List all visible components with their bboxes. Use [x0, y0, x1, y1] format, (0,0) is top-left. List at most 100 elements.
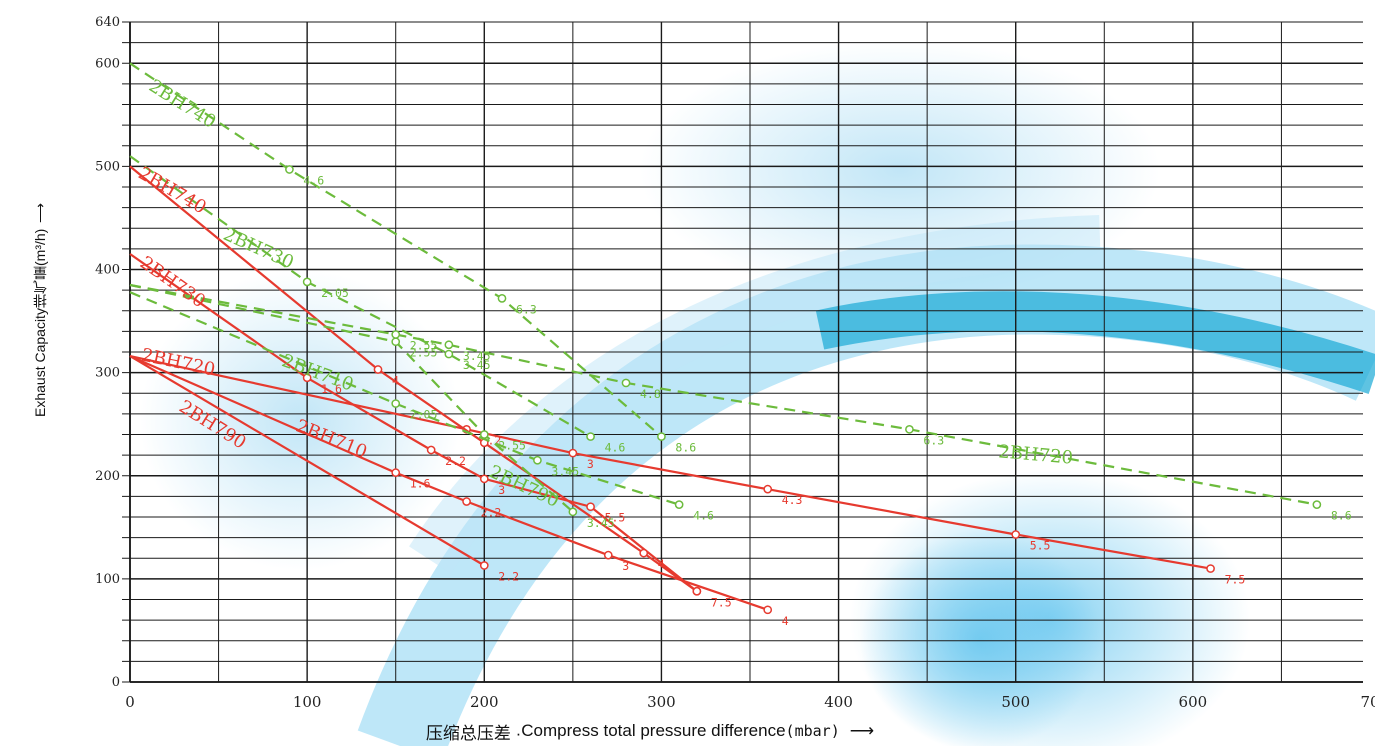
x-tick-label: 0	[125, 693, 135, 711]
data-point	[462, 497, 471, 506]
data-point	[479, 474, 489, 484]
data-label: 2.2	[481, 506, 502, 520]
data-point	[479, 430, 489, 439]
data-label: 3	[622, 559, 629, 573]
data-point	[391, 468, 401, 478]
x-axis-title-cn: 压缩总压差 ·	[425, 723, 522, 743]
series-2bh740-green: 4.6 6.3 8.6	[129, 62, 696, 455]
data-point	[586, 502, 595, 512]
data-point	[674, 500, 684, 509]
series-line	[129, 283, 1318, 506]
series-2bh710-red: 1.6 2.2 3 4	[129, 355, 789, 628]
y-tick-label: 200	[95, 469, 120, 484]
x-tick-label: 500	[1001, 693, 1030, 711]
data-label: 3.45	[463, 349, 491, 363]
x-tick-label: 200	[470, 693, 499, 711]
x-axis-title: 压缩总压差 · Compress total pressure differen…	[300, 718, 1000, 744]
data-point	[1206, 564, 1215, 573]
y-tick-label: 100	[95, 572, 120, 587]
x-axis-arrow: ⟶	[849, 721, 875, 740]
series-tag: 2BH740	[135, 163, 210, 219]
data-label: 3	[587, 457, 594, 471]
series-line	[129, 291, 680, 506]
series-line	[129, 253, 698, 593]
y-tick-label: 500	[95, 159, 120, 174]
series-line	[129, 62, 663, 438]
data-label: 2.2	[498, 569, 519, 583]
data-point	[391, 337, 401, 347]
series-2bh720-green: 2.55 3.45 4.8 6.3 8.6	[129, 283, 1352, 523]
data-label: 7.5	[711, 595, 732, 609]
y-tick-label: 0	[112, 675, 120, 690]
y-tick-label: 400	[95, 263, 120, 278]
y-tick-label: 600	[95, 56, 120, 71]
series-line	[129, 155, 592, 438]
data-point	[568, 448, 578, 458]
x-tick-label: 600	[1179, 693, 1208, 711]
data-label: 8.6	[1331, 509, 1352, 523]
series-2bh790-green: 2.552.553.45	[129, 283, 615, 530]
x-axis-title-en: Compress total pressure difference	[521, 721, 786, 740]
data-label: 5.5	[1030, 539, 1051, 553]
series-2bh730-red: 1.6 2.2 3 5.5 7.5	[129, 253, 732, 609]
data-point	[391, 399, 401, 408]
data-point	[497, 294, 507, 303]
data-label: 3.45	[587, 516, 615, 530]
series-2bh710-green: 2.05 3.45 4.6	[129, 291, 714, 523]
data-label: 2.55	[498, 439, 526, 453]
data-label: 4	[782, 614, 789, 628]
x-tick-label: 100	[293, 693, 322, 711]
x-tick-label: 70	[1360, 693, 1375, 711]
data-label: 5.5	[605, 511, 626, 525]
data-label: 2.05	[410, 408, 438, 422]
data-label: 4	[392, 374, 399, 388]
series-tag: 2BH720	[998, 441, 1074, 468]
data-point	[479, 561, 489, 570]
data-point	[533, 455, 542, 465]
data-label: 1.6	[321, 382, 342, 396]
data-label: 1.6	[410, 477, 431, 491]
data-label: 8.6	[675, 441, 696, 455]
data-label: 2.55	[410, 338, 438, 352]
data-label: 6.3	[923, 433, 944, 447]
data-label: 4.3	[782, 493, 803, 507]
data-label: 2.55	[410, 346, 438, 360]
data-point	[639, 548, 649, 558]
data-label: 3.45	[551, 464, 579, 478]
series-line	[129, 283, 574, 513]
data-point	[391, 330, 401, 339]
data-label: 2.2	[445, 454, 466, 468]
data-series: 2.21.62.2342.234.35.57.51.62.235.57.5444…	[129, 62, 1352, 628]
data-point	[603, 550, 613, 560]
data-label: 7.5	[1225, 573, 1246, 587]
data-label: 3.45	[463, 358, 491, 372]
data-point	[905, 424, 914, 434]
data-label: 6.3	[516, 302, 537, 316]
data-point	[302, 373, 312, 383]
data-point	[568, 507, 578, 517]
series-line	[129, 355, 485, 567]
data-point	[692, 586, 702, 596]
data-label: 4	[658, 557, 665, 571]
data-point	[426, 445, 436, 455]
series-2bh730-green: 2.05 3.45 4.6	[129, 155, 625, 455]
y-axis-title-en: Exhaust Capacity	[32, 308, 48, 418]
data-label: 4.8	[640, 387, 661, 401]
x-axis-unit: (mbar)	[785, 722, 840, 740]
data-point	[1011, 530, 1021, 539]
series-tag: 2BH730	[136, 252, 209, 312]
data-label: 3	[498, 483, 505, 497]
data-point	[621, 378, 631, 388]
series-line	[129, 355, 1211, 570]
data-label: 4.6	[693, 509, 714, 523]
data-point	[1312, 500, 1322, 509]
y-axis-title-cn: 排气量(m³/h)	[32, 228, 48, 309]
tick-labels: 0 100 200 300 400 500 600 700100200300400500600…	[95, 15, 1375, 711]
data-point	[763, 605, 773, 615]
x-tick-label: 300	[647, 693, 676, 711]
y-axis-arrow: ⟶	[32, 202, 48, 223]
x-tick-label: 400	[824, 693, 853, 711]
data-point	[444, 340, 454, 350]
data-point	[586, 432, 595, 441]
